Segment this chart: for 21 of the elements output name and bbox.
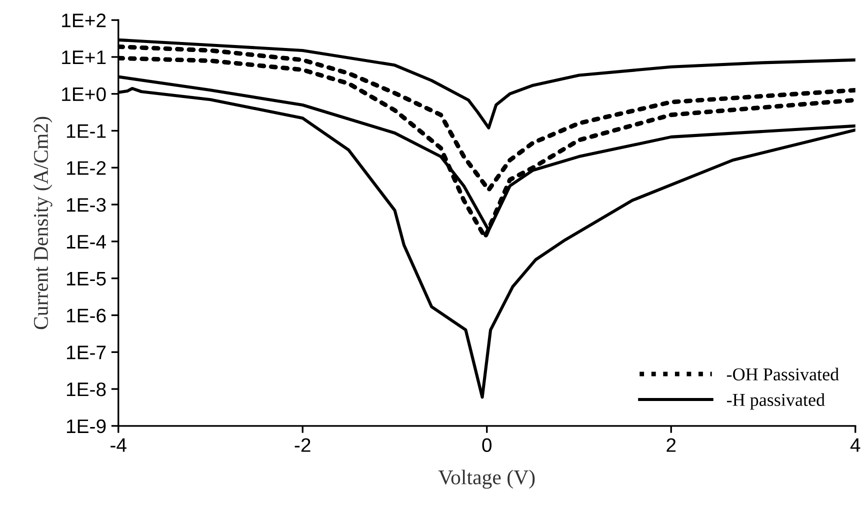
x-tick-label: 2 bbox=[666, 438, 676, 452]
y-axis-title: Current Density (A/Cm2) bbox=[33, 116, 52, 330]
x-tick-label: -2 bbox=[294, 438, 310, 452]
y-tick-label: 1E-6 bbox=[66, 308, 106, 322]
x-axis-title: Voltage (V) bbox=[438, 470, 535, 489]
y-tick-label: 1E-4 bbox=[66, 235, 106, 248]
y-tick-label: 1E-9 bbox=[66, 419, 106, 434]
y-tick-label: 1E+0 bbox=[62, 87, 106, 102]
y-tick-label: 1E-5 bbox=[66, 272, 106, 286]
y-tick-label: 1E-8 bbox=[66, 382, 106, 396]
x-tick-label: 4 bbox=[850, 438, 860, 452]
y-tick-label: 1E-7 bbox=[66, 346, 106, 360]
y-tick-label: 1E-3 bbox=[66, 198, 106, 212]
x-tick-label: -4 bbox=[110, 438, 126, 452]
legend-label: -OH Passivated bbox=[726, 368, 839, 380]
legend-label: -H passivated bbox=[726, 393, 825, 410]
x-tick-label: 0 bbox=[482, 438, 492, 452]
y-tick-label: 1E+2 bbox=[62, 14, 106, 28]
y-tick-label: 1E+1 bbox=[62, 50, 106, 64]
y-tick-label: 1E-1 bbox=[66, 124, 106, 138]
y-tick-label: 1E-2 bbox=[66, 161, 106, 175]
